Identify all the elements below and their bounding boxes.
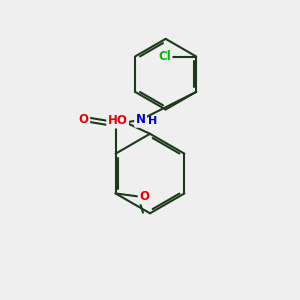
Text: O: O: [79, 113, 89, 126]
Text: Cl: Cl: [158, 50, 171, 63]
Text: N: N: [136, 113, 146, 126]
Text: H: H: [148, 116, 158, 126]
Text: HO: HO: [108, 114, 127, 127]
Text: O: O: [139, 190, 149, 203]
